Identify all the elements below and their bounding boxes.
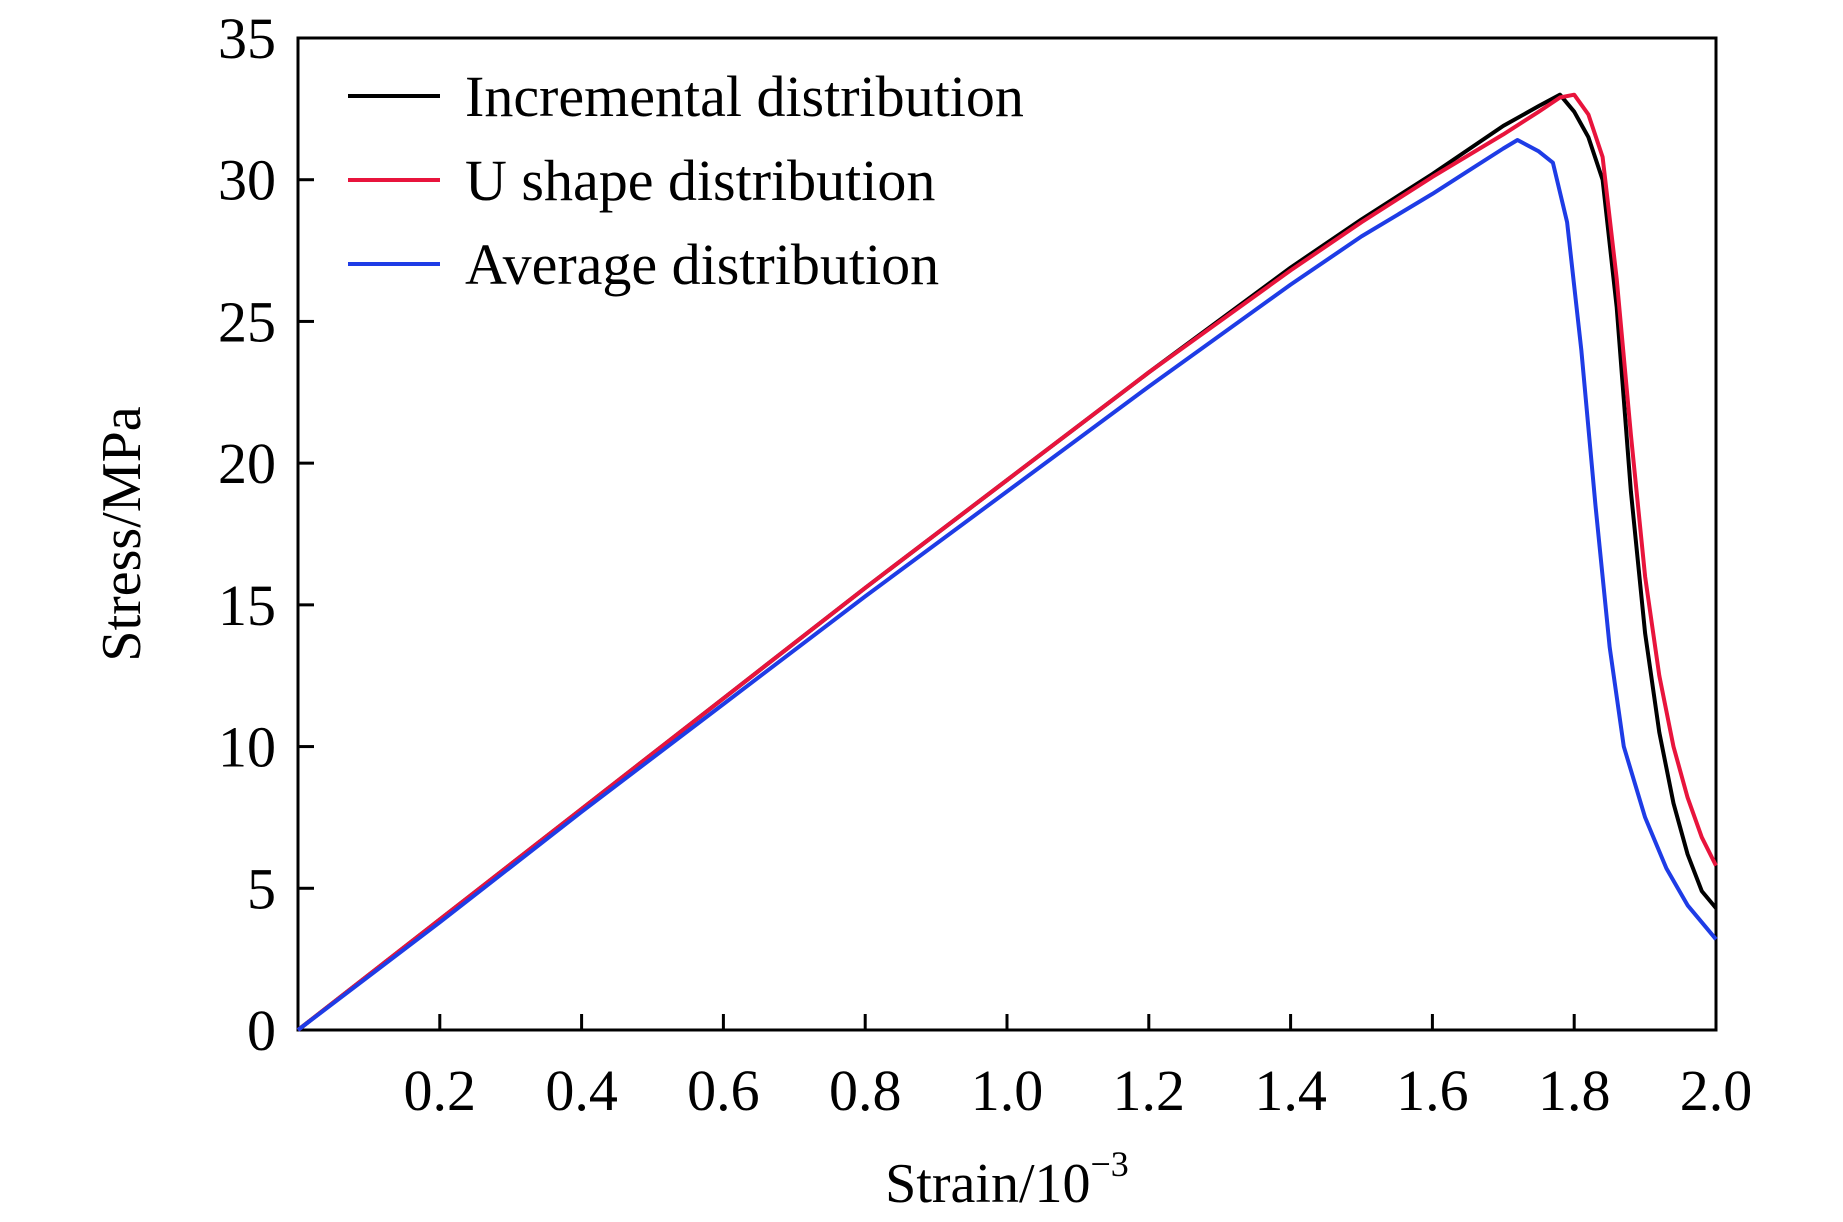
- y-tick-label: 20: [218, 431, 276, 496]
- y-axis-ticks: 0 5 10 15 20 25 30 35: [218, 6, 314, 1063]
- x-tick-label: 0.4: [545, 1058, 618, 1123]
- legend-label: Average distribution: [465, 232, 939, 297]
- legend-label: Incremental distribution: [465, 64, 1024, 129]
- x-axis-ticks: 0.2 0.4 0.6 0.8 1.0 1.2 1.4 1.6 1.8 2.0: [404, 1014, 1753, 1123]
- x-axis-title: Strain/10−3: [885, 1144, 1129, 1215]
- y-tick-label: 0: [247, 998, 276, 1063]
- x-tick-label: 0.2: [404, 1058, 477, 1123]
- x-tick-label: 1.6: [1396, 1058, 1469, 1123]
- legend: Incremental distribution U shape distribu…: [348, 64, 1024, 297]
- series-layer: [296, 92, 1718, 1032]
- y-axis-title: Stress/MPa: [91, 406, 153, 661]
- x-tick-label: 1.2: [1113, 1058, 1186, 1123]
- y-tick-label: 10: [218, 715, 276, 780]
- x-tick-label: 2.0: [1680, 1058, 1753, 1123]
- y-tick-label: 35: [218, 6, 276, 71]
- y-tick-label: 25: [218, 289, 276, 354]
- legend-label: U shape distribution: [465, 148, 935, 213]
- x-tick-label: 1.0: [971, 1058, 1044, 1123]
- series-line-3: [296, 138, 1718, 1032]
- y-tick-label: 5: [247, 856, 276, 921]
- y-tick-label: 15: [218, 573, 276, 638]
- x-tick-label: 1.4: [1254, 1058, 1327, 1123]
- x-tick-label: 0.8: [829, 1058, 902, 1123]
- series-line-2: [296, 92, 1718, 1032]
- y-tick-label: 30: [218, 148, 276, 213]
- x-tick-label: 1.8: [1538, 1058, 1611, 1123]
- x-tick-label: 0.6: [687, 1058, 760, 1123]
